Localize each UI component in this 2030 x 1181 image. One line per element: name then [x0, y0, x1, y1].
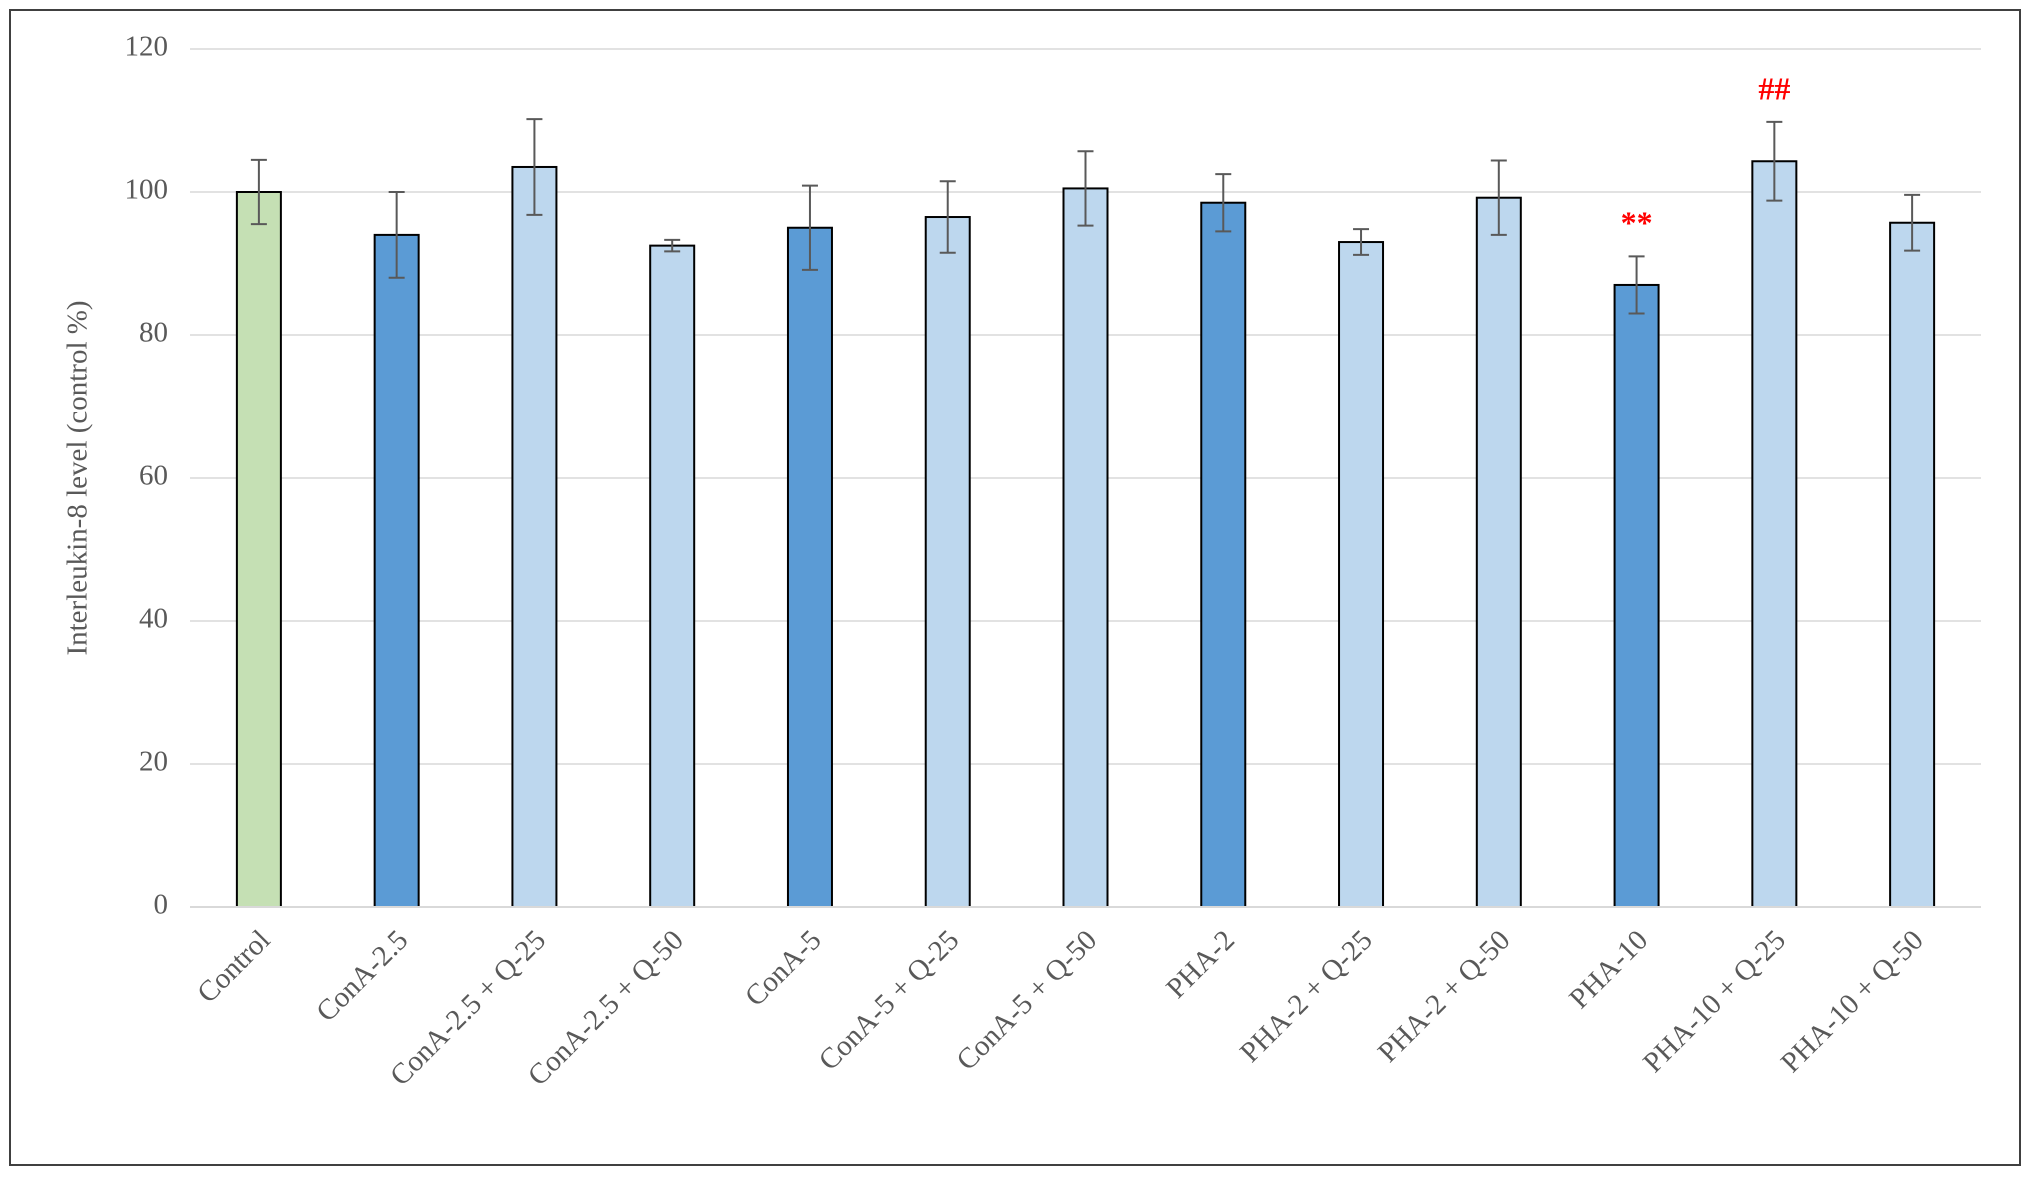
y-tick-label: 100	[125, 174, 169, 206]
y-tick-label: 80	[139, 317, 168, 349]
chart-border	[9, 9, 2021, 1166]
y-tick-label: 20	[139, 746, 168, 778]
error-bar	[939, 180, 956, 254]
bar	[924, 216, 971, 908]
error-bar	[388, 191, 405, 279]
y-axis-label: Interleukin-8 level (control %)	[62, 300, 94, 655]
error-bar	[526, 118, 543, 216]
error-bar	[1353, 228, 1370, 256]
bar	[786, 226, 833, 908]
y-tick-label: 40	[139, 603, 168, 635]
error-bar	[801, 184, 818, 271]
error-bar	[1077, 150, 1094, 227]
error-bar	[250, 158, 267, 226]
error-bar	[1215, 173, 1232, 233]
bar	[1751, 160, 1798, 908]
bar	[1062, 187, 1109, 909]
y-tick-label: 0	[154, 889, 169, 921]
bar	[235, 191, 282, 908]
y-tick-label: 60	[139, 460, 168, 492]
bar	[511, 165, 558, 909]
bar	[373, 233, 420, 908]
error-bar	[1766, 120, 1783, 202]
bar	[1613, 283, 1660, 908]
significance-label: ##	[1758, 70, 1790, 106]
bar	[1338, 241, 1385, 909]
y-tick-label: 120	[125, 31, 169, 63]
significance-label: **	[1621, 205, 1653, 241]
error-bar	[1904, 193, 1921, 252]
bar	[1889, 221, 1936, 908]
bar	[1475, 196, 1522, 909]
error-bar	[1628, 255, 1645, 315]
error-bar	[1490, 159, 1507, 236]
bar	[649, 244, 696, 908]
bar	[1200, 201, 1247, 909]
error-bar	[664, 238, 681, 253]
